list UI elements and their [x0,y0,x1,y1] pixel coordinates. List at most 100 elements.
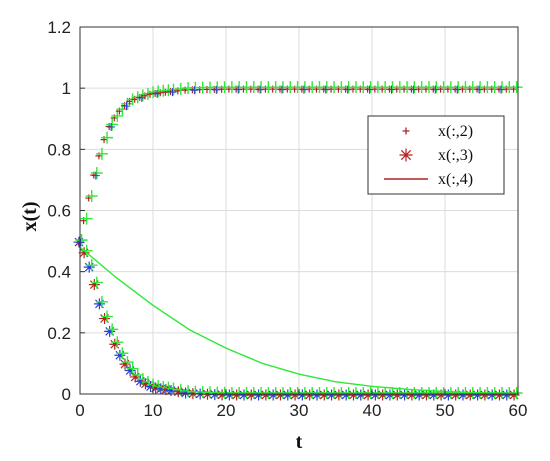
x3-asterisk-marker [216,389,228,401]
green-plus-marker [80,244,93,257]
grid [79,26,519,395]
green-plus-marker [95,147,108,160]
legend-box [367,115,505,195]
green-plus-marker [106,118,119,131]
x3-asterisk-marker [472,389,484,401]
legend-entry: x(:,4) [384,171,473,188]
x3-asterisk-marker [172,386,184,398]
x3-asterisk-marker [486,389,498,401]
blue-plus-marker [91,171,100,180]
x3-asterisk-marker [377,389,389,401]
x3-asterisk-marker [326,389,338,401]
x3-asterisk-marker [406,389,418,401]
x-tick-label: 40 [363,401,382,420]
green-plus-marker [141,375,154,388]
legend-entry: x(:,2) [402,123,473,140]
x3-asterisk-marker [413,389,425,401]
blue-plus-marker [122,102,131,111]
green-plus-marker [121,356,134,369]
green-plus-marker [101,310,114,323]
x3-asterisk-marker [129,371,141,383]
x3-asterisk-marker [93,298,105,310]
x3-asterisk-marker [104,325,116,337]
green-plus-marker [136,373,149,386]
x-tick-label: 30 [290,401,309,420]
x3-asterisk-marker [464,389,476,401]
y-tick-label: 0.8 [47,140,71,159]
y-tick-label: 0.2 [47,324,71,343]
x3-asterisk-marker [420,389,432,401]
x3-asterisk-marker [289,389,301,401]
x3-asterisk-marker [493,389,505,401]
x3-asterisk-marker [238,389,250,401]
green-plus-marker [75,234,88,247]
green-plus-marker [116,347,129,360]
x-tick-label: 60 [509,401,528,420]
x3-asterisk-marker [150,382,162,394]
blue-plus-marker [107,122,116,131]
x3-asterisk-marker [384,389,396,401]
green-plus-marker [111,336,124,349]
y-tick-label: 0.4 [47,263,71,282]
x3-asterisk-marker [457,389,469,401]
green-plus-marker [80,212,93,225]
x3-asterisk-marker [479,389,491,401]
x3-asterisk-marker [355,389,367,401]
x3-asterisk-marker [134,375,146,387]
legend-label: x(:,2) [438,123,473,140]
green-plus-marker [510,81,523,94]
legend-label: x(:,3) [438,147,473,164]
x3-asterisk-marker [501,389,513,401]
x3-asterisk-marker [362,389,374,401]
x3-asterisk-marker [428,389,440,401]
data-points [73,81,523,401]
y-axis-label: x(t) [19,202,41,232]
x3-asterisk-marker [165,385,177,397]
x3-asterisk-marker [160,384,172,396]
x3-asterisk-marker [260,389,272,401]
x-axis-label: t [296,431,303,453]
x3-asterisk-marker [442,389,454,401]
x-tick-label: 20 [217,401,236,420]
green-plus-marker [85,259,98,272]
x3-asterisk-marker [209,389,221,401]
x3-asterisk-marker [119,358,131,370]
green-plus-marker [106,323,119,336]
green-plus-marker [90,276,103,289]
x3-asterisk-marker [99,313,111,325]
x3-asterisk-marker [253,389,265,401]
y-tick-label: 0 [62,385,71,404]
green-plus-marker [95,295,108,308]
green-plus-marker [167,382,180,395]
x3-asterisk-marker [245,389,257,401]
y-tick-label: 1.2 [47,18,71,37]
x3-asterisk-marker [311,389,323,401]
x3-asterisk-marker [369,389,381,401]
x3-asterisk-marker [340,389,352,401]
x3-asterisk-marker [124,365,136,377]
x3-asterisk-marker [145,381,157,393]
x3-asterisk-marker [274,389,286,401]
x3-asterisk-marker [304,389,316,401]
legend: x(:,2) x(:,3) x(:,4) [367,115,505,195]
x3-asterisk-marker [318,389,330,401]
legend-entry: x(:,3) [399,147,473,164]
green-plus-marker [90,167,103,180]
x3-asterisk-marker [223,389,235,401]
blue-plus-marker [168,88,177,97]
x3-asterisk-marker [399,389,411,401]
legend-plus-icon [402,127,410,135]
x-tick-label: 0 [75,401,84,420]
blue-plus-marker [190,86,199,95]
x-tick-label: 50 [436,401,455,420]
x3-asterisk-marker [508,389,520,401]
x3-asterisk-marker [267,389,279,401]
x3-asterisk-marker [391,389,403,401]
y-tick-label: 1 [62,79,71,98]
x3-asterisk-marker [282,389,294,401]
legend-asterisk-icon [399,148,413,162]
x3-asterisk-marker [88,279,100,291]
x3-asterisk-marker [180,387,192,399]
x3-asterisk-marker [83,261,95,273]
x3-asterisk-marker [347,389,359,401]
